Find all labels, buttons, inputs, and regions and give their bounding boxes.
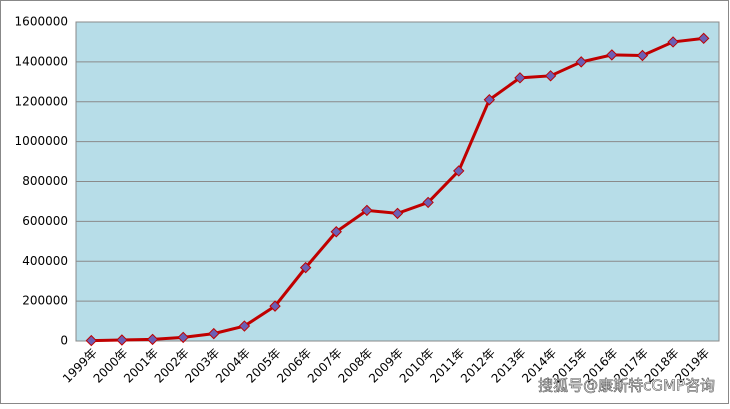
marker: [667, 36, 679, 48]
marker: [208, 327, 220, 340]
y-tick-label: 600000: [22, 214, 68, 228]
marker: [299, 261, 312, 274]
y-tick-label: 0: [60, 334, 68, 348]
y-tick-label: 1600000: [15, 15, 68, 29]
y-tick-label: 1000000: [15, 134, 68, 148]
marker: [330, 226, 342, 238]
marker: [544, 70, 557, 82]
marker: [575, 56, 587, 68]
y-tick-label: 1200000: [15, 94, 68, 108]
marker: [269, 300, 281, 312]
marker: [391, 207, 404, 220]
marker: [697, 32, 710, 45]
marker: [483, 94, 496, 106]
marker: [146, 333, 159, 346]
y-tick-label: 1400000: [15, 54, 68, 68]
y-tick-label: 800000: [22, 174, 68, 188]
marker: [361, 204, 373, 217]
marker: [116, 334, 128, 346]
marker: [177, 331, 189, 344]
y-tick-label: 200000: [22, 294, 68, 308]
marker: [453, 165, 465, 177]
marker: [238, 320, 251, 332]
marker: [514, 72, 526, 84]
marker: [85, 334, 98, 347]
marker: [422, 196, 434, 209]
marker: [636, 49, 649, 62]
watermark: 搜狐号@康斯特cGMP咨询: [538, 377, 715, 395]
y-tick-label: 400000: [22, 254, 68, 268]
marker: [606, 49, 618, 61]
